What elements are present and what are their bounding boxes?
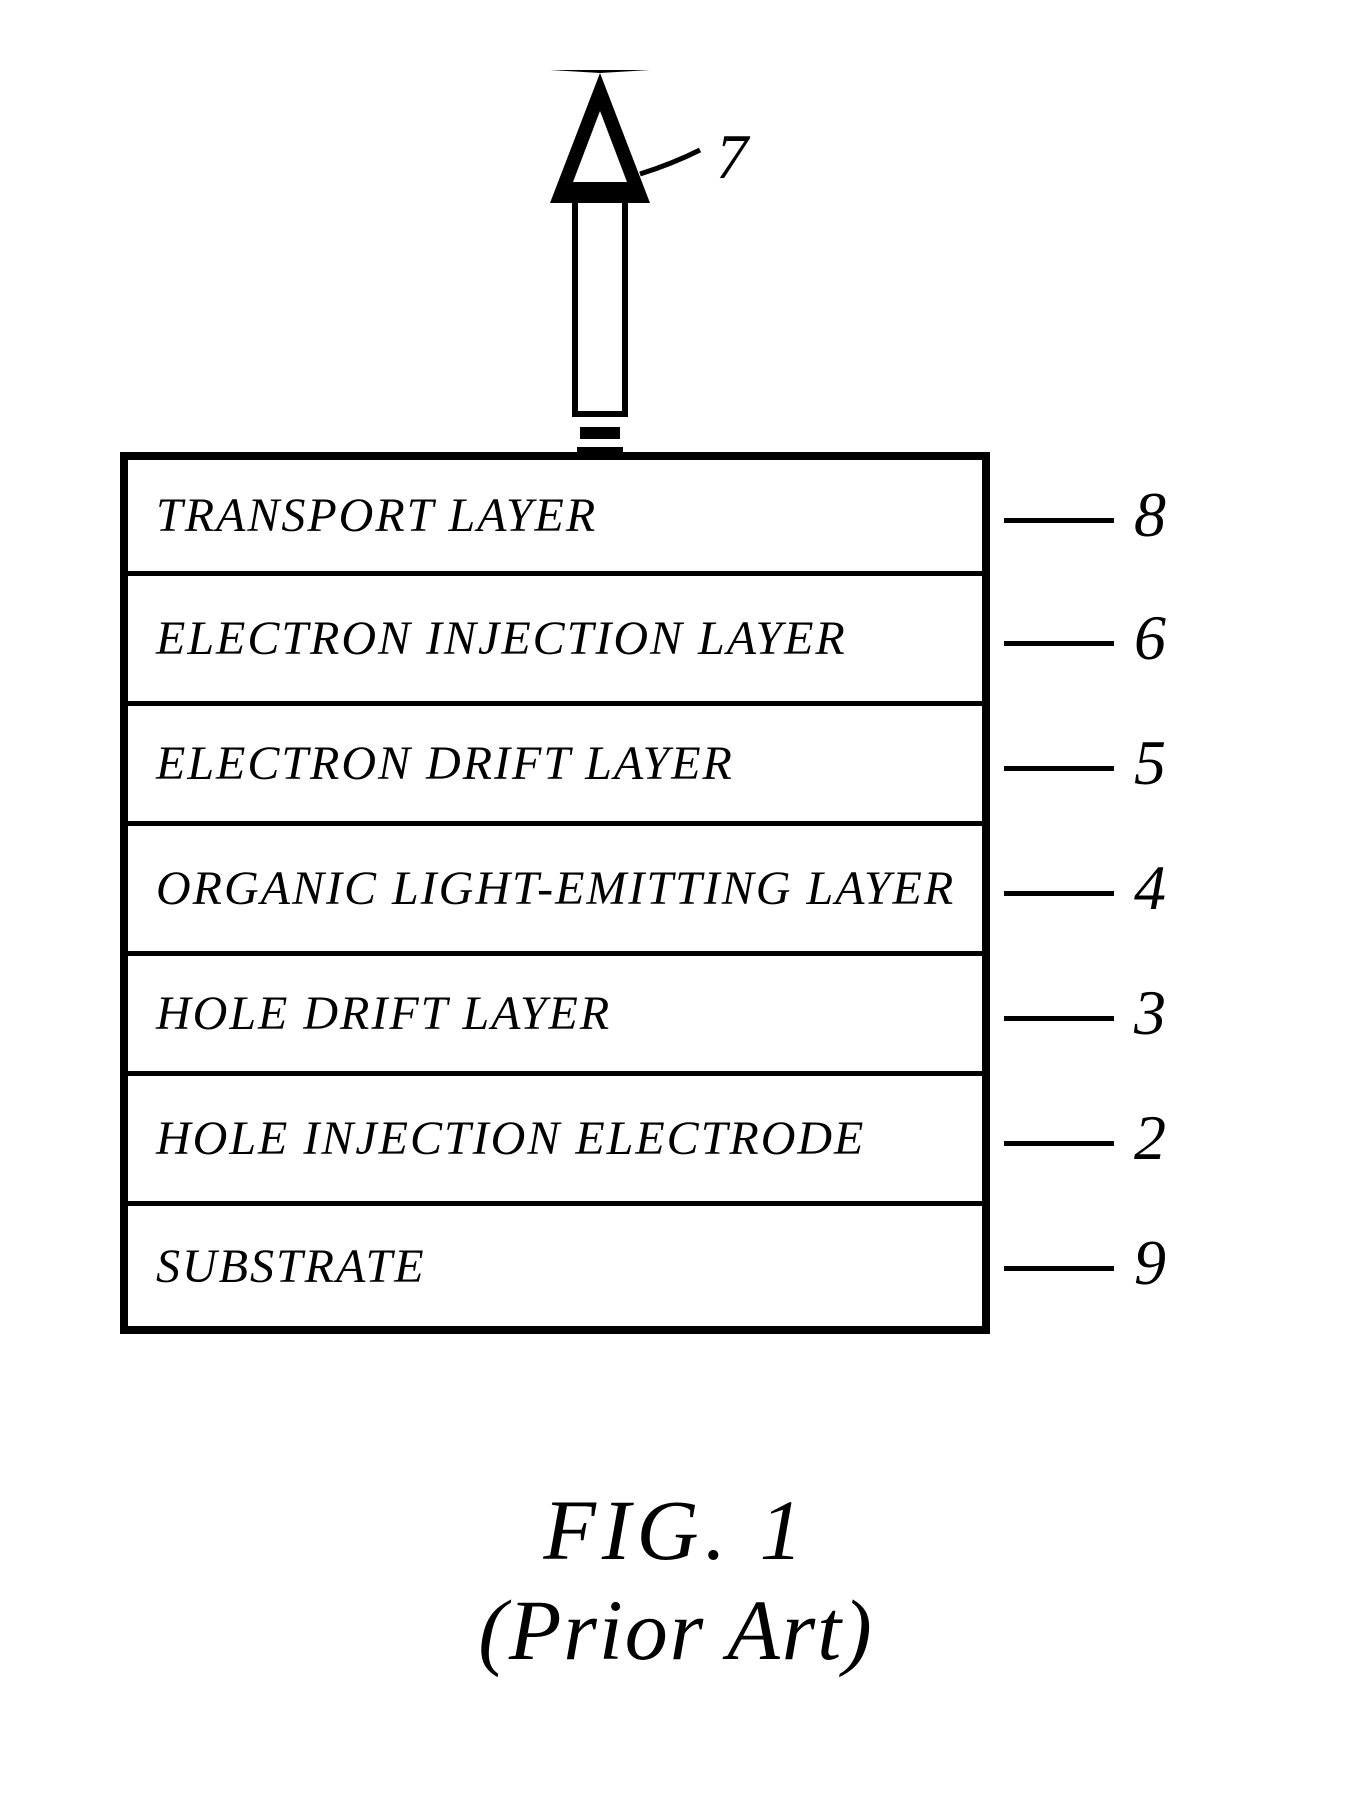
layer-label: ORGANIC LIGHT-EMITTING LAYER <box>156 861 955 916</box>
figure-caption-line1: FIG. 1 <box>0 1480 1352 1580</box>
callout-number: 5 <box>1134 726 1166 800</box>
callout-line <box>1004 1016 1114 1021</box>
callout-number: 4 <box>1134 851 1166 925</box>
callout-line <box>1004 766 1114 771</box>
callout-line <box>1004 891 1114 896</box>
layer-edrift: ELECTRON DRIFT LAYER <box>128 706 982 826</box>
callout-line <box>1004 1141 1114 1146</box>
layer-oled: ORGANIC LIGHT-EMITTING LAYER <box>128 826 982 956</box>
layer-label: HOLE DRIFT LAYER <box>156 986 611 1041</box>
layer-label: ELECTRON INJECTION LAYER <box>156 611 847 666</box>
figure-canvas: 7 TRANSPORT LAYER ELECTRON INJECTION LAYE… <box>0 0 1352 1808</box>
callout-number: 9 <box>1134 1226 1166 1300</box>
arrow-head <box>550 70 650 203</box>
layer-label: HOLE INJECTION ELECTRODE <box>156 1111 865 1166</box>
callout-line <box>1004 1266 1114 1271</box>
layer-substrate: SUBSTRATE <box>128 1206 982 1326</box>
layer-label: ELECTRON DRIFT LAYER <box>156 736 734 791</box>
layer-hinj: HOLE INJECTION ELECTRODE <box>128 1076 982 1206</box>
arrow-callout-number: 7 <box>716 120 748 194</box>
callout-line <box>1004 518 1114 523</box>
layer-transport: TRANSPORT LAYER <box>128 460 982 576</box>
light-emission-arrow <box>0 70 1276 459</box>
layer-label: SUBSTRATE <box>156 1239 426 1294</box>
layer-einject: ELECTRON INJECTION LAYER <box>128 576 982 706</box>
figure-caption-line2: (Prior Art) <box>0 1580 1352 1680</box>
layer-stack: TRANSPORT LAYER ELECTRON INJECTION LAYER E… <box>120 452 990 1334</box>
callout-number: 2 <box>1134 1101 1166 1175</box>
layer-label: TRANSPORT LAYER <box>156 488 597 543</box>
callout-line <box>1004 641 1114 646</box>
arrow-dash-1 <box>580 427 620 439</box>
arrow-shaft <box>572 201 628 417</box>
layer-hdrift: HOLE DRIFT LAYER <box>128 956 982 1076</box>
callout-number: 6 <box>1134 601 1166 675</box>
callout-number: 8 <box>1134 478 1166 552</box>
callout-number: 3 <box>1134 976 1166 1050</box>
